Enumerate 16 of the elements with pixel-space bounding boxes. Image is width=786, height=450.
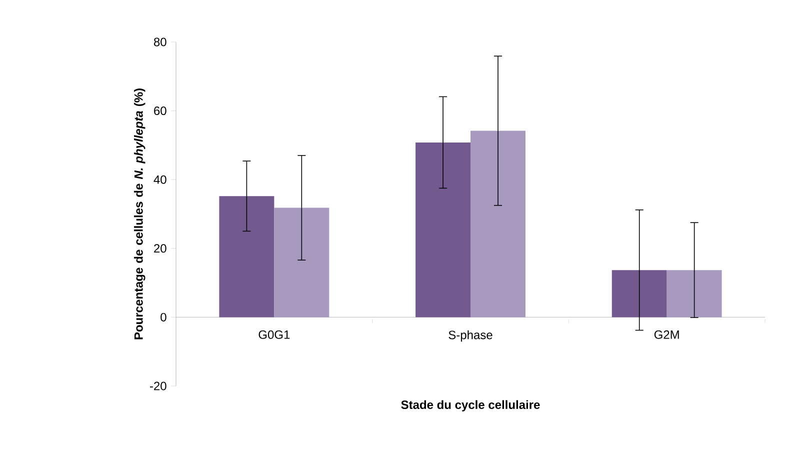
bar <box>416 142 471 318</box>
y-tick-label: 60 <box>154 106 166 116</box>
x-tick-label: G2M <box>654 330 679 339</box>
y-tick-label: -20 <box>150 382 166 390</box>
x-tick-label: G0G1 <box>258 330 290 339</box>
y-axis-title: Pourcentage de cellules de N. phyllepta (%) <box>134 88 146 340</box>
y-tick-label: 80 <box>154 38 166 46</box>
x-tick-label: S-phase <box>448 330 492 342</box>
x-axis-title: Stade du cycle cellulaire <box>401 400 540 412</box>
bar <box>219 196 274 318</box>
y-tick-label: 0 <box>160 312 166 322</box>
bar <box>612 270 667 318</box>
y-tick-label: 40 <box>154 175 166 184</box>
y-tick-label: 20 <box>154 244 166 253</box>
bar <box>470 130 526 318</box>
bar <box>274 208 330 318</box>
